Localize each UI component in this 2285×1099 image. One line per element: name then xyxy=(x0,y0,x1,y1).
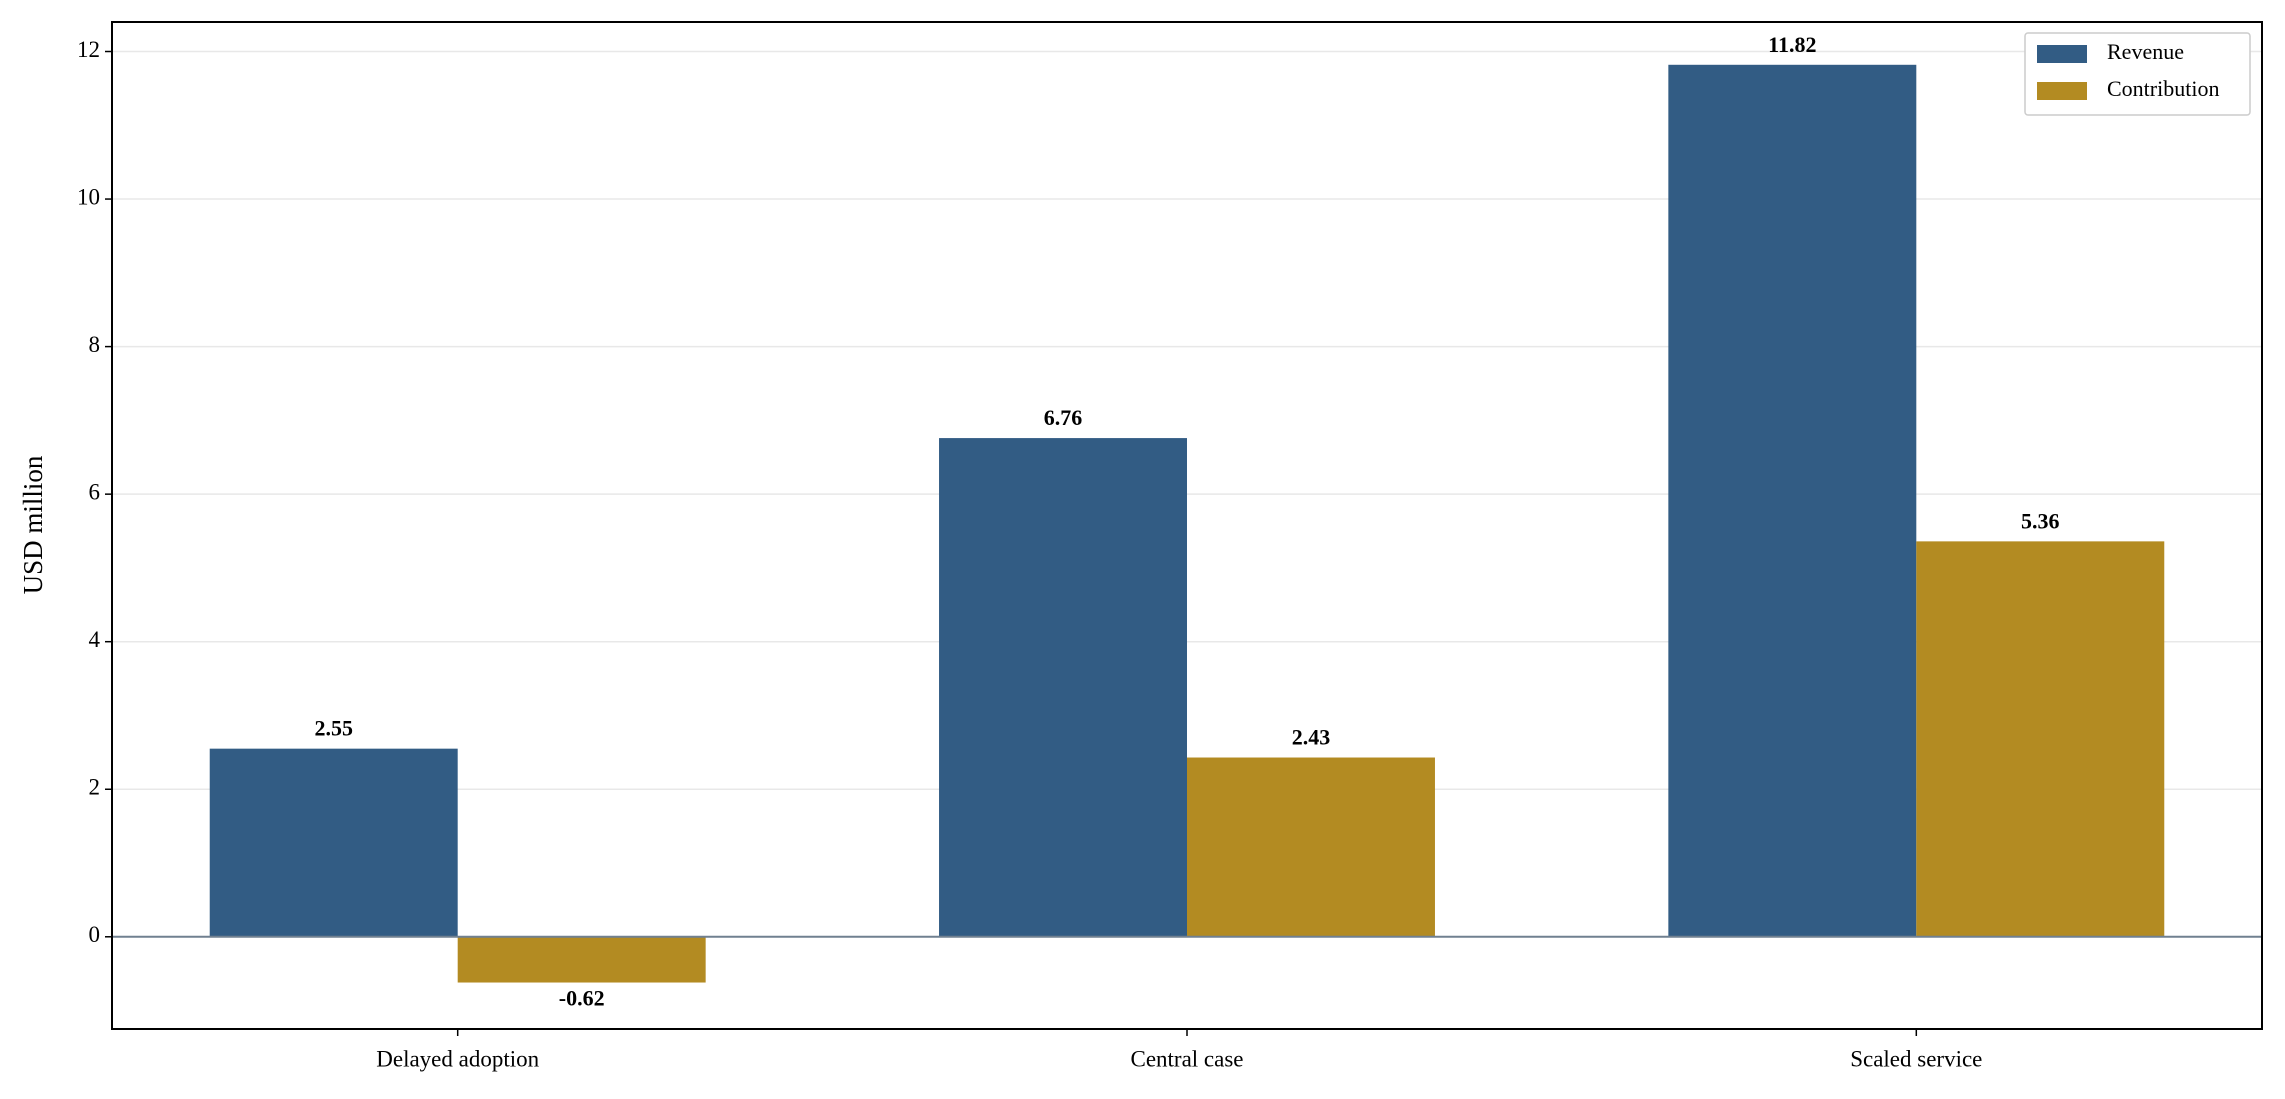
x-tick-label: Delayed adoption xyxy=(376,1046,539,1071)
legend-swatch xyxy=(2037,82,2087,100)
y-tick-label: 8 xyxy=(89,332,101,357)
value-label: 2.55 xyxy=(314,716,353,741)
x-tick-label: Scaled service xyxy=(1850,1046,1982,1071)
value-label: 2.43 xyxy=(1292,725,1331,750)
legend-swatch xyxy=(2037,45,2087,63)
value-label: 5.36 xyxy=(2021,508,2060,533)
y-tick-label: 10 xyxy=(77,184,100,209)
value-label: 11.82 xyxy=(1768,32,1816,57)
y-tick-label: 0 xyxy=(89,922,101,947)
legend-label: Revenue xyxy=(2107,39,2184,64)
x-tick-label: Central case xyxy=(1130,1046,1243,1071)
bar xyxy=(1668,64,1917,937)
y-tick-label: 2 xyxy=(89,775,101,800)
value-label: -0.62 xyxy=(559,986,605,1011)
bar xyxy=(1187,757,1435,937)
bar xyxy=(1916,541,2165,937)
plot-frame xyxy=(111,21,2263,1030)
y-tick-label: 4 xyxy=(89,627,101,652)
value-label: 6.76 xyxy=(1044,405,1083,430)
legend-label: Contribution xyxy=(2107,76,2219,101)
bar xyxy=(209,748,458,937)
bar xyxy=(939,438,1187,937)
y-tick-label: 6 xyxy=(89,479,101,504)
bar xyxy=(457,936,706,983)
y-axis-label: USD million xyxy=(18,455,48,594)
y-tick-label: 12 xyxy=(77,37,100,62)
